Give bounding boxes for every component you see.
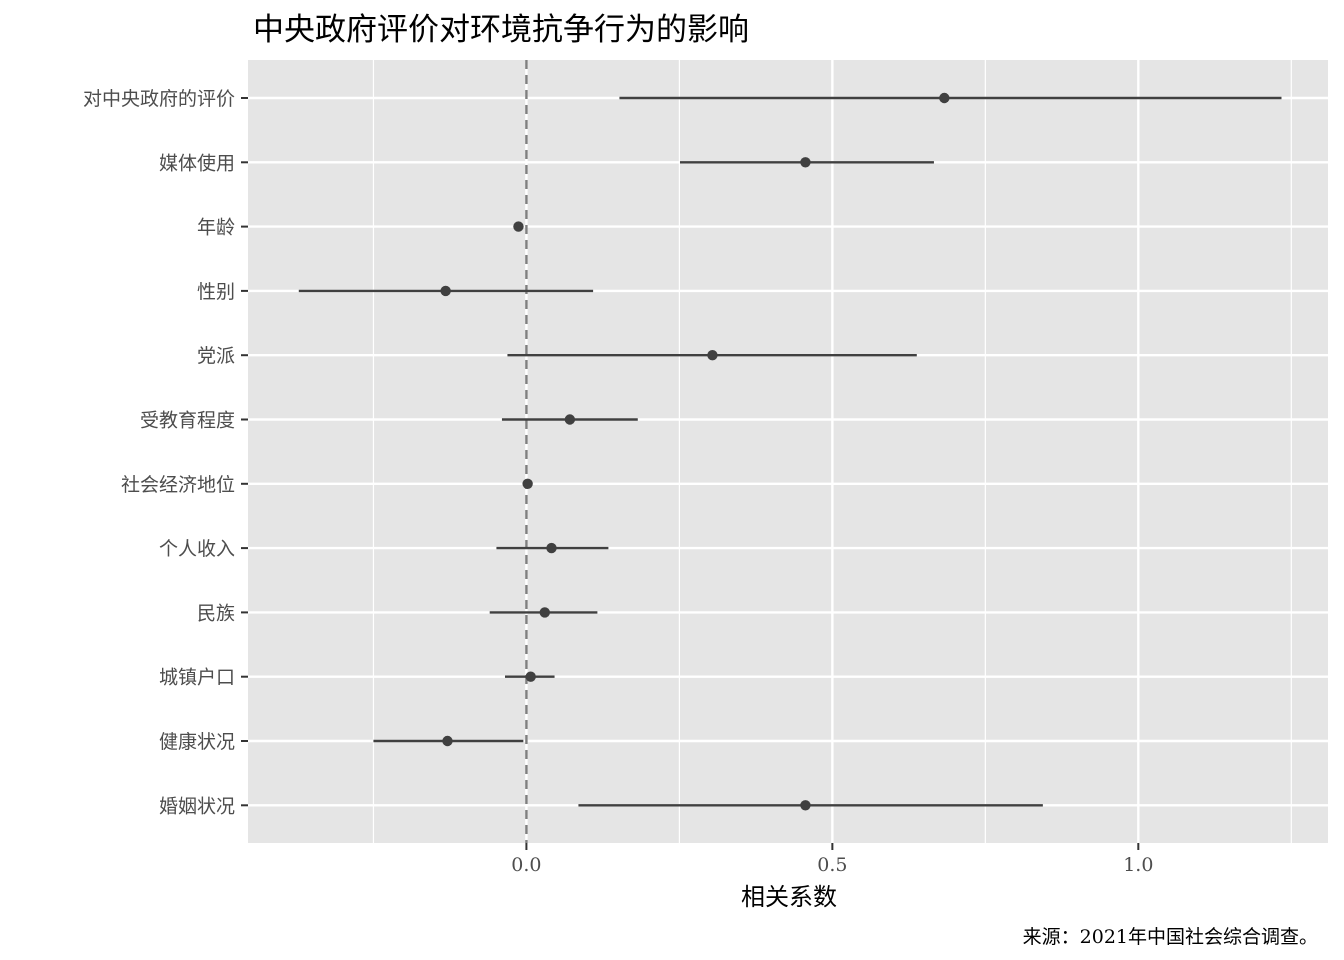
- y-tick-label: 受教育程度: [140, 410, 235, 432]
- y-tick-label: 婚姻状况: [159, 795, 235, 817]
- y-tick-label: 民族: [197, 602, 235, 624]
- coefficient-point: [800, 157, 811, 168]
- y-tick-label: 媒体使用: [159, 152, 235, 174]
- chart-title: 中央政府评价对环境抗争行为的影响: [253, 12, 749, 48]
- y-tick-label: 性别: [197, 281, 235, 303]
- chart-caption: 来源：2021年中国社会综合调查。: [1023, 926, 1318, 948]
- x-tick-label: 0.5: [817, 854, 847, 876]
- coefficient-point: [440, 285, 451, 297]
- coefficient-point: [513, 221, 524, 232]
- x-tick-label: 0.0: [511, 854, 541, 876]
- y-tick-label: 城镇户口: [159, 667, 235, 689]
- x-tick-label: 1.0: [1123, 854, 1153, 876]
- y-tick-label: 健康状况: [159, 731, 235, 753]
- coefficient-point: [564, 414, 576, 425]
- coefficient-point: [525, 671, 536, 682]
- y-tick-label: 年龄: [197, 217, 235, 239]
- plot-panel: [248, 60, 1328, 843]
- coefficient-point: [707, 350, 718, 361]
- y-tick-label: 党派: [197, 345, 235, 367]
- y-tick-label: 社会经济地位: [121, 474, 235, 496]
- coefficient-point: [800, 800, 811, 811]
- coefficient-point: [442, 735, 453, 747]
- coefficient-point: [939, 92, 950, 104]
- y-tick-label: 对中央政府的评价: [83, 88, 235, 110]
- coefficient-point: [539, 607, 550, 618]
- coefficient-point: [522, 478, 533, 489]
- coefficient-point: [546, 542, 557, 554]
- x-axis-label: 相关系数: [741, 883, 837, 911]
- y-tick-label: 个人收入: [159, 538, 235, 560]
